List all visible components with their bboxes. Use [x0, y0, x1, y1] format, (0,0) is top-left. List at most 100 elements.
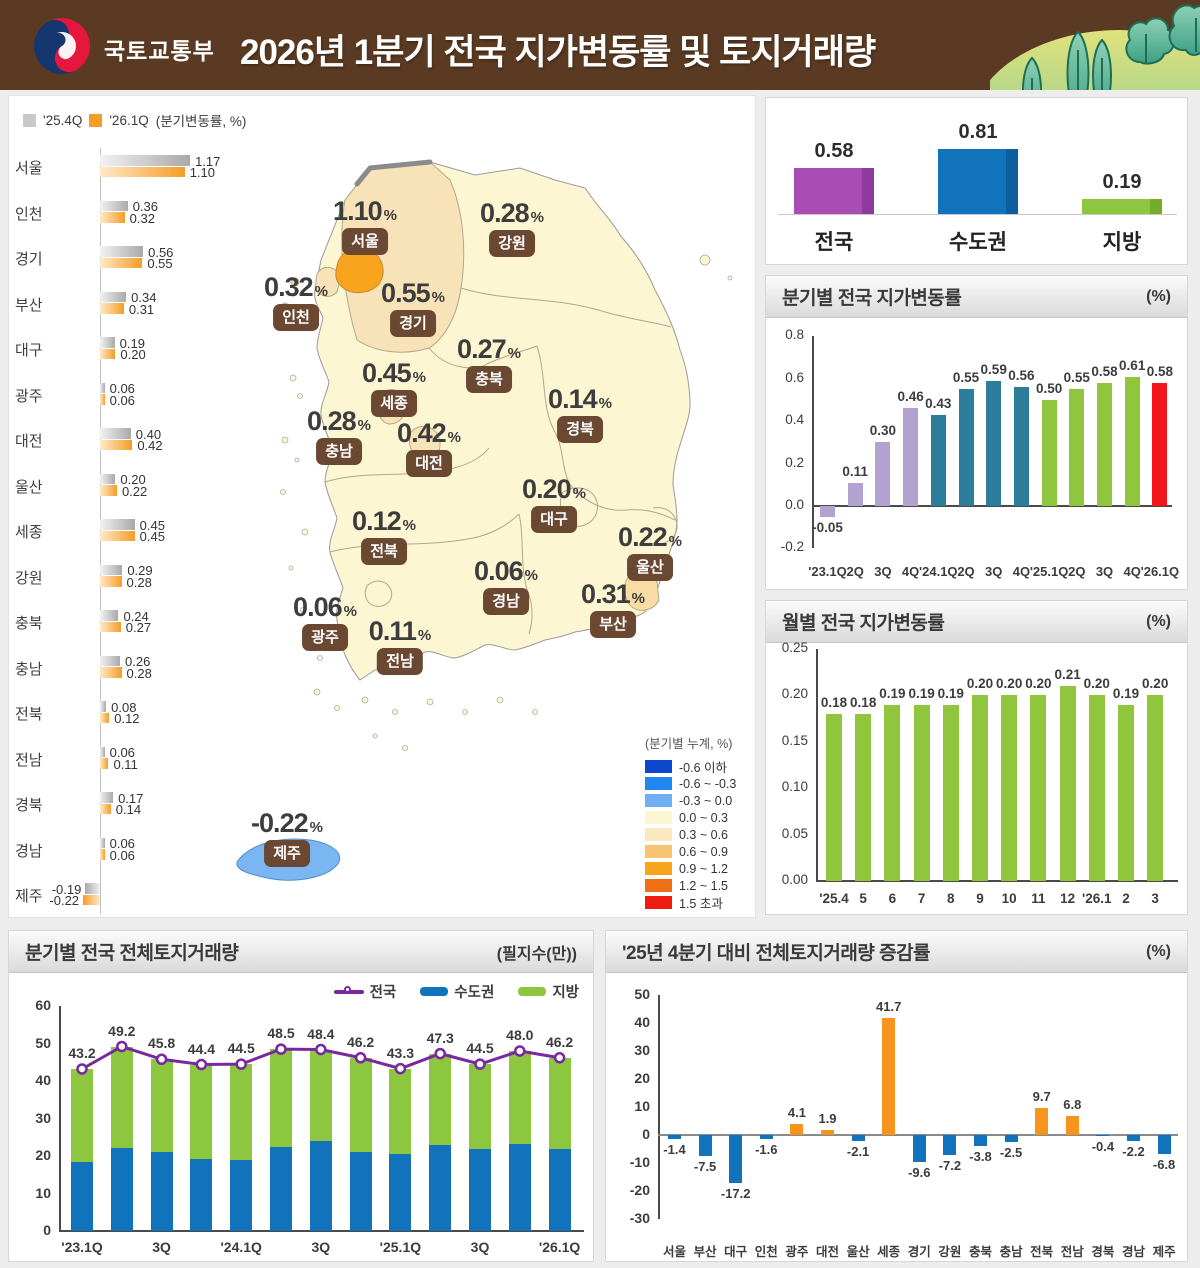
x-category-label: 전북 — [1030, 1245, 1054, 1259]
bar-value-label: -0.4 — [1091, 1139, 1115, 1155]
region-value-q1: 0.14 — [115, 802, 142, 817]
volume-unit: (필지수(만)) — [496, 945, 577, 963]
volume-bar-sudogwon — [349, 1152, 372, 1231]
region-bar-q1 — [100, 485, 117, 496]
region-value-q1: 0.28 — [126, 665, 152, 681]
y-tick: 0.0 — [785, 497, 804, 512]
region-label: 서울 — [15, 160, 43, 177]
map-color-legend: (분기별 누계, %) -0.6 이하 -0.6 ~ -0.3 -0.3 ~ 0.0… — [645, 733, 765, 911]
summary-label: 전국 — [814, 231, 854, 254]
bar-value-label: 0.19 — [879, 685, 906, 701]
legend-label-q1: '26.1Q — [109, 112, 149, 128]
map-legend-label: 0.0 ~ 0.3 — [679, 810, 728, 825]
map-region-badge: 울산 — [627, 554, 673, 581]
map-legend-row: 0.3 ~ 0.6 — [645, 826, 765, 843]
region-label: 대전 — [15, 433, 43, 450]
map-region-badge: 제주 — [264, 840, 310, 867]
volume-bar-sudogwon — [190, 1158, 213, 1231]
map-region-badge: 경남 — [483, 588, 529, 615]
map-tag-충남: 0.28% 충남 — [307, 406, 371, 465]
volume-bar-sudogwon — [230, 1159, 253, 1231]
volume-bar-jibang — [508, 1051, 531, 1144]
hill-trees-decoration-icon — [990, 4, 1200, 90]
region-value-q4: 0.40 — [135, 426, 162, 442]
region-value-q4: 0.08 — [111, 699, 137, 715]
volume-legend-jibang-label: 지방 — [552, 985, 579, 1001]
chart-bar — [1030, 695, 1047, 881]
map-legend-row: 0.9 ~ 1.2 — [645, 860, 765, 877]
volume-bar-sudogwon — [110, 1147, 133, 1231]
bar-value-label: 0.58 — [1146, 364, 1174, 380]
map-value: 0.20 — [522, 474, 572, 504]
y-tick: 60 — [35, 997, 51, 1013]
map-region-badge: 대전 — [406, 450, 452, 477]
summary-bar-지방 — [1082, 198, 1162, 214]
map-legend-swatch — [645, 828, 672, 841]
y-tick: 0.05 — [781, 825, 808, 841]
map-tag-제주: -0.22% 제주 — [251, 808, 323, 867]
map-value: 0.31 — [581, 579, 631, 609]
chart-bar — [1118, 704, 1134, 881]
x-category-label: 부산 — [693, 1245, 717, 1259]
chart-bar — [1124, 376, 1140, 506]
map-legend-row: -0.3 ~ 0.0 — [645, 792, 765, 809]
region-bar-q1 — [100, 712, 110, 723]
legend-note: (분기변동률, %) — [155, 114, 247, 129]
x-category-label: 서울 — [662, 1245, 687, 1259]
zero-line — [812, 505, 1172, 507]
y-axis-line — [59, 1006, 61, 1231]
x-category-label: '23.1Q — [808, 564, 847, 579]
y-tick: 50 — [634, 986, 650, 1002]
map-legend-swatch — [645, 896, 672, 909]
map-region-badge: 전남 — [377, 648, 423, 675]
region-bar-q4 — [100, 155, 191, 166]
map-percent-sign: % — [572, 485, 586, 502]
y-axis-line — [816, 649, 818, 881]
volume-bar-sudogwon — [548, 1149, 571, 1231]
volume-bar-jibang — [110, 1046, 133, 1148]
region-bar-q1 — [100, 212, 125, 223]
region-bar-q1 — [100, 166, 185, 177]
chart-bar — [974, 1135, 987, 1146]
volume-bar-jibang — [230, 1064, 253, 1160]
region-label: 전북 — [15, 706, 43, 723]
chart-bar — [930, 414, 946, 506]
bar-value-label: 0.20 — [966, 676, 994, 692]
volume-bar-jibang — [349, 1057, 372, 1153]
region-value-q4: 0.06 — [109, 836, 135, 851]
y-tick: -0.2 — [780, 539, 804, 555]
volume-bar-jibang — [389, 1068, 412, 1154]
region-value-q1: 0.06 — [109, 847, 135, 863]
map-islands — [280, 254, 733, 751]
region-value-q1: 0.45 — [139, 529, 165, 544]
chart-bar — [1059, 686, 1076, 881]
map-tag-충북: 0.27% 충북 — [457, 334, 521, 393]
map-region-badge: 충북 — [466, 366, 512, 393]
change-chart: 50 40 30 20 10 0 -10 -20 -30 -1.4 서울 -7.5 부산 -17.2 대구 -… — [606, 973, 1187, 1261]
bar-value-label: 0.55 — [952, 370, 980, 386]
volume-bar-jibang — [429, 1053, 452, 1145]
summary-label: 지방 — [1102, 231, 1142, 254]
map-tag-강원: 0.28% 강원 — [480, 198, 544, 257]
region-label: 경남 — [15, 842, 43, 860]
map-legend-swatch — [645, 879, 672, 892]
bar-value-label: -1.4 — [663, 1141, 686, 1157]
region-bar-q4 — [100, 291, 127, 302]
change-title: '25년 4분기 대비 전체토지거래량 증감률 — [622, 943, 931, 964]
x-category-label: 3Q — [311, 1239, 331, 1255]
y-tick: 10 — [634, 1098, 650, 1114]
map-value: 0.06 — [293, 592, 343, 622]
region-value-q4: 1.17 — [195, 153, 221, 169]
volume-total-label: 44.5 — [227, 1040, 255, 1057]
chart-bar — [821, 1129, 834, 1135]
map-percent-sign: % — [447, 429, 461, 446]
map-value: 0.14 — [548, 384, 598, 414]
x-category-label: 전남 — [1060, 1245, 1084, 1259]
chart-bar — [986, 380, 1002, 506]
map-region-badge: 인천 — [273, 304, 319, 331]
region-bar-q1 — [100, 667, 122, 678]
chart-bar — [1097, 383, 1112, 506]
chart-bar — [759, 1135, 773, 1140]
region-value-q4: 0.17 — [118, 790, 144, 806]
map-region-badge: 광주 — [302, 624, 348, 651]
